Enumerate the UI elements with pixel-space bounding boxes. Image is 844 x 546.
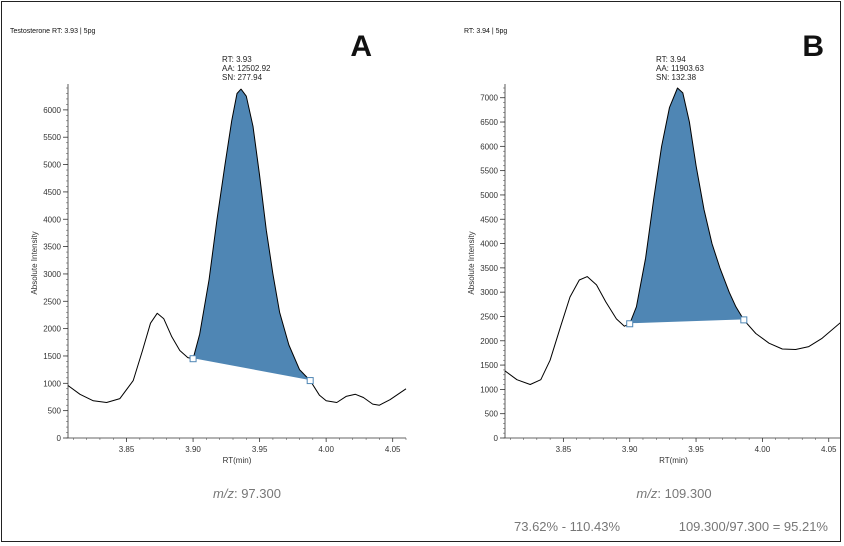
y-tick-label: 1000 [480, 385, 498, 394]
peak-start-marker [626, 320, 634, 328]
y-tick-label: 4000 [43, 215, 61, 224]
y-tick-label: 2000 [480, 337, 498, 346]
panel-a: Testosterone RT: 3.93 | 5pg A 0 500 1000 1500… [10, 28, 407, 465]
y-tick-label: 3500 [43, 243, 61, 252]
y-tick-label: 2500 [43, 297, 61, 306]
x-tick-label: 3.85 [119, 445, 135, 454]
x-axis-title: RT(min) [659, 456, 688, 465]
peak-annotation-line: AA: 11903.63 [656, 64, 704, 73]
mz-caption-b: m/z: 109.300 [636, 486, 711, 501]
range-text: 73.62% - 110.43% [514, 519, 620, 534]
panel-b: RT: 3.94 | 5pg B 0 500 1000 1500 2000 2500 3000 3… [464, 28, 843, 465]
y-tick-label: 3000 [480, 288, 498, 297]
x-tick-label: 3.95 [688, 445, 704, 454]
chromatogram-trace [504, 87, 843, 385]
peak-end-marker [306, 377, 314, 385]
x-tick-label: 3.95 [252, 445, 268, 454]
mz-caption-a: m/z: 97.300 [213, 486, 281, 501]
ratio-text: 109.300/97.300 = 95.21% [679, 519, 829, 534]
peak-area [629, 88, 744, 324]
x-tick-label: 4.00 [318, 445, 334, 454]
y-tick-label: 5500 [43, 133, 61, 142]
peak-end-marker [740, 316, 748, 324]
y-tick-label: 6000 [480, 142, 498, 151]
y-tick-label: 0 [57, 434, 62, 443]
y-tick-label: 2500 [480, 312, 498, 321]
panel-header: Testosterone RT: 3.93 | 5pg [10, 28, 95, 35]
y-tick-label: 1500 [480, 361, 498, 370]
x-tick-label: 3.85 [556, 445, 572, 454]
y-tick-label: 0 [494, 434, 499, 443]
peak-baseline [192, 358, 311, 382]
peak-start-marker [189, 355, 197, 363]
y-tick-label: 7000 [480, 94, 498, 103]
x-tick-label: 4.05 [385, 445, 401, 454]
y-tick-label: 1500 [43, 352, 61, 361]
peak-annotation-line: SN: 132.38 [656, 73, 697, 82]
y-tick-label: 4000 [480, 240, 498, 249]
y-tick-label: 6000 [43, 106, 61, 115]
chromatogram-trace [67, 88, 407, 406]
y-tick-label: 1000 [43, 379, 61, 388]
peak-annotation-line: SN: 277.94 [222, 73, 263, 82]
y-tick-label: 5000 [480, 191, 498, 200]
y-tick-label: 2000 [43, 325, 61, 334]
y-tick-label: 3000 [43, 270, 61, 279]
x-tick-label: 3.90 [622, 445, 638, 454]
x-axis-title: RT(min) [223, 456, 252, 465]
panel-letter: A [350, 30, 372, 63]
peak-area [193, 89, 311, 381]
peak-annotation-line: RT: 3.93 [222, 55, 252, 64]
x-tick-label: 4.05 [821, 445, 837, 454]
y-axis-title: Absolute Intensity [467, 231, 476, 294]
y-tick-label: 500 [485, 410, 499, 419]
peak-annotation-line: AA: 12502.92 [222, 64, 271, 73]
peak-baseline [629, 319, 744, 325]
y-tick-label: 4500 [480, 215, 498, 224]
peak-annotation-line: RT: 3.94 [656, 55, 686, 64]
y-tick-label: 6500 [480, 118, 498, 127]
y-tick-label: 5500 [480, 167, 498, 176]
y-tick-label: 4500 [43, 188, 61, 197]
x-tick-label: 4.00 [755, 445, 771, 454]
panel-letter: B [802, 30, 824, 63]
y-axis-title: Absolute Intensity [30, 231, 39, 294]
panel-header: RT: 3.94 | 5pg [464, 28, 507, 35]
y-tick-label: 3500 [480, 264, 498, 273]
x-tick-label: 3.90 [185, 445, 201, 454]
y-tick-label: 500 [48, 407, 62, 416]
y-tick-label: 5000 [43, 161, 61, 170]
